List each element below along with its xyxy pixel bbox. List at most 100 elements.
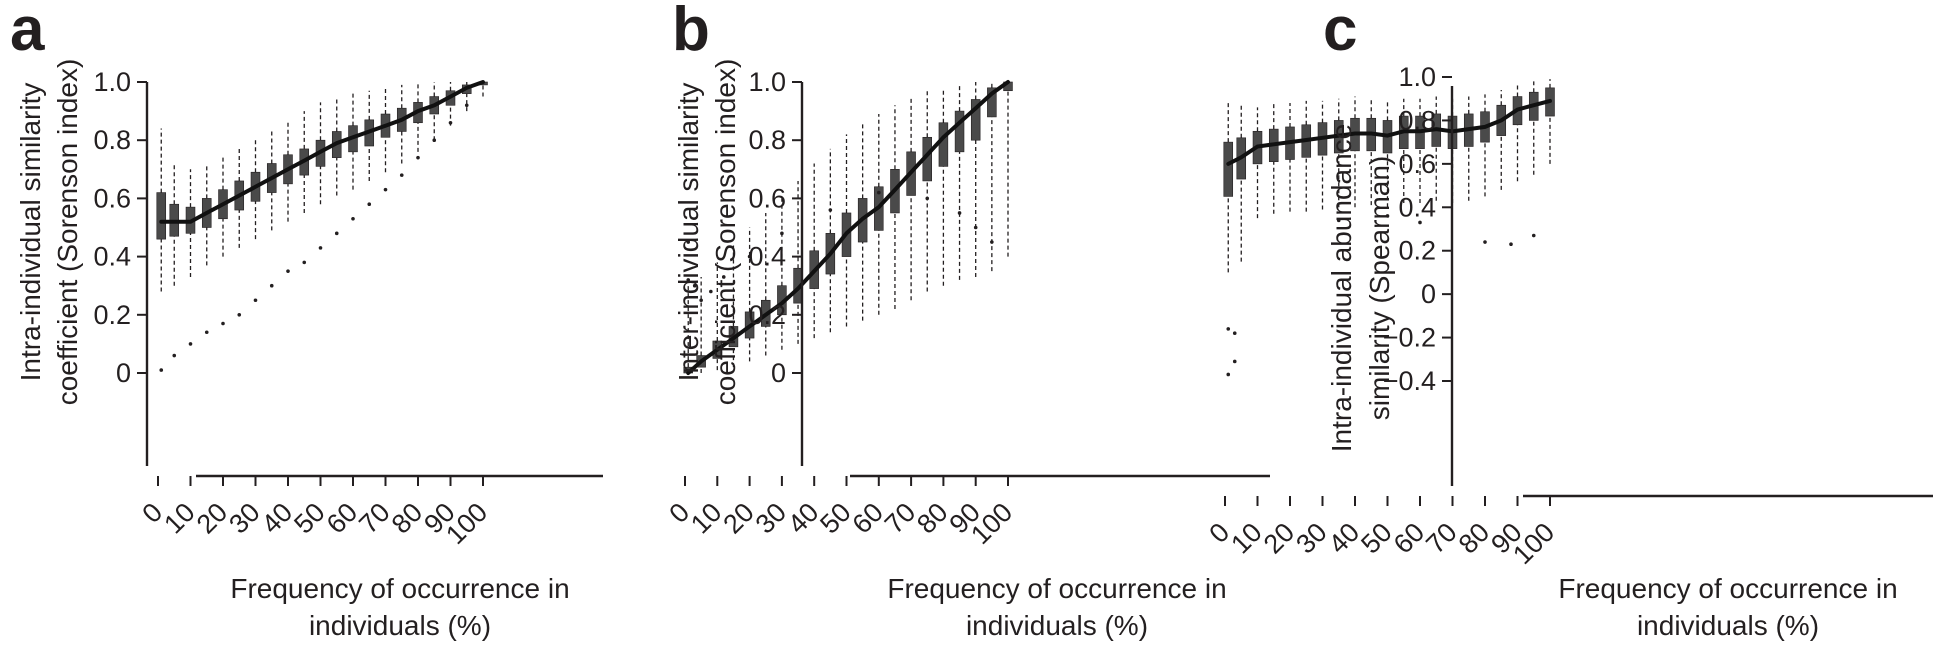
median-line-c bbox=[1226, 98, 1552, 166]
y-tick-label-a-0: 0 bbox=[116, 358, 131, 388]
y-axis-label-c-line-2: similarity (Spearman) bbox=[1364, 156, 1395, 421]
panel-b: b 0 0.2 0.4 0.6 0.8 1.0 010203040506070809010… bbox=[663, 0, 1270, 641]
x-axis-label-a-line-2: individuals (%) bbox=[309, 610, 491, 641]
median-line-b bbox=[686, 80, 1010, 375]
panel-letter-c: c bbox=[1323, 0, 1357, 64]
outlier-b-13 bbox=[990, 240, 994, 244]
x-axis-label-a-line-1: Frequency of occurrence in bbox=[230, 573, 569, 604]
y-tick-label-b-1: 0.2 bbox=[748, 300, 786, 330]
y-tick-label-b-2: 0.4 bbox=[748, 242, 786, 272]
box-c-0 bbox=[1223, 141, 1234, 197]
outlier-b-8 bbox=[828, 208, 833, 212]
outlier-a-9 bbox=[302, 260, 307, 265]
x-tick-label-a-10: 100 bbox=[440, 497, 493, 550]
outlier-c-4 bbox=[1336, 218, 1341, 223]
y-tick-label-b-0: 0 bbox=[771, 358, 786, 388]
box-b-16 bbox=[938, 122, 949, 167]
outlier-a-7 bbox=[269, 283, 274, 288]
outlier-b-6 bbox=[747, 254, 752, 259]
plot-area-a bbox=[156, 80, 488, 372]
outlier-b-11 bbox=[957, 211, 962, 215]
outlier-b-4 bbox=[709, 289, 713, 294]
outlier-a-12 bbox=[351, 216, 355, 221]
outlier-b-5 bbox=[721, 275, 726, 279]
outlier-b-12 bbox=[973, 225, 978, 230]
panel-letter-b: b bbox=[672, 0, 710, 64]
outlier-b-2 bbox=[692, 283, 697, 288]
outlier-a-19 bbox=[464, 103, 469, 108]
y-tick-label-a-3: 0.6 bbox=[93, 183, 131, 213]
outlier-b-0 bbox=[686, 240, 691, 244]
x-axis-label-c-line-1: Frequency of occurrence in bbox=[1558, 573, 1897, 604]
y-tick-label-a-1: 0.2 bbox=[93, 300, 131, 330]
y-tick-label-c-4: 0.4 bbox=[1398, 192, 1436, 222]
outlier-b-7 bbox=[780, 231, 784, 236]
outlier-a-3 bbox=[204, 330, 209, 335]
y-tick-label-b-4: 0.8 bbox=[748, 125, 786, 155]
y-tick-label-c-6: 0.8 bbox=[1398, 105, 1436, 135]
y-tick-label-c-5: 0.6 bbox=[1398, 149, 1436, 179]
outlier-a-13 bbox=[367, 202, 372, 207]
outlier-c-1 bbox=[1226, 327, 1231, 331]
outlier-b-9 bbox=[877, 190, 881, 195]
x-axis-label-b-line-2: individuals (%) bbox=[966, 610, 1148, 641]
outlier-a-0 bbox=[159, 368, 164, 372]
y-tick-label-c-0: −0.4 bbox=[1383, 366, 1436, 396]
outlier-c-2 bbox=[1232, 331, 1237, 336]
outlier-a-8 bbox=[286, 269, 290, 273]
outlier-a-4 bbox=[221, 321, 225, 326]
outlier-a-6 bbox=[253, 298, 258, 303]
y-tick-label-c-1: −0.2 bbox=[1383, 323, 1436, 353]
outlier-a-16 bbox=[416, 155, 420, 160]
median-line-a bbox=[159, 80, 485, 224]
y-tick-label-b-3: 0.6 bbox=[748, 183, 786, 213]
y-tick-label-c-3: 0.2 bbox=[1398, 236, 1436, 266]
y-axis-label-c-line-1: Intra-individual abundance bbox=[1326, 124, 1357, 452]
outlier-c-0 bbox=[1226, 372, 1231, 377]
outlier-a-2 bbox=[188, 342, 193, 346]
y-tick-label-a-5: 1.0 bbox=[93, 67, 131, 97]
outlier-c-3 bbox=[1232, 359, 1237, 364]
y-tick-label-a-2: 0.4 bbox=[93, 242, 131, 272]
y-axis-label-a-line-1: Intra-individual similarity bbox=[15, 83, 46, 382]
box-b-19 bbox=[987, 87, 997, 118]
outlier-c-5 bbox=[1385, 214, 1390, 218]
box-b-17 bbox=[954, 110, 965, 153]
outlier-a-17 bbox=[432, 138, 437, 142]
outlier-a-10 bbox=[318, 246, 323, 250]
y-tick-label-c-2: 0 bbox=[1421, 279, 1436, 309]
outlier-c-9 bbox=[1531, 233, 1536, 238]
y-tick-label-a-4: 0.8 bbox=[93, 125, 131, 155]
box-a-0 bbox=[156, 192, 167, 240]
outlier-b-10 bbox=[925, 196, 930, 201]
y-tick-label-c-7: 1.0 bbox=[1398, 62, 1436, 92]
panel-letter-a: a bbox=[10, 0, 45, 64]
plot-area-b bbox=[683, 80, 1013, 375]
outlier-c-7 bbox=[1483, 240, 1487, 244]
x-axis-label-c-line-2: individuals (%) bbox=[1637, 610, 1819, 641]
outlier-a-18 bbox=[448, 120, 453, 125]
outlier-a-11 bbox=[334, 231, 339, 236]
x-tick-label-c-10: 100 bbox=[1507, 517, 1560, 570]
y-ticks-b: 0 0.2 0.4 0.6 0.8 1.0 bbox=[748, 67, 802, 388]
outlier-a-5 bbox=[237, 313, 242, 317]
x-tick-label-b-10: 100 bbox=[965, 497, 1018, 550]
panel-c: c −0.4 −0.2 0 0.2 0.4 0.6 0.8 1.0 0102030405060… bbox=[1203, 0, 1933, 641]
x-axis-label-b-line-1: Frequency of occurrence in bbox=[887, 573, 1226, 604]
box-b-18 bbox=[970, 99, 981, 141]
outlier-b-3 bbox=[699, 298, 703, 303]
outlier-c-6 bbox=[1418, 220, 1422, 225]
y-ticks-a: 0 0.2 0.4 0.6 0.8 1.0 bbox=[93, 67, 147, 388]
outlier-a-15 bbox=[399, 173, 404, 177]
outlier-b-1 bbox=[686, 278, 691, 282]
y-axis-label-b-line-2: coefficient (Sorenson index) bbox=[710, 59, 741, 406]
outlier-a-1 bbox=[172, 353, 177, 358]
y-ticks-c: −0.4 −0.2 0 0.2 0.4 0.6 0.8 1.0 bbox=[1383, 62, 1452, 396]
y-axis-label-b-line-1: Inter-individual similarity bbox=[673, 83, 704, 382]
outlier-a-14 bbox=[383, 187, 388, 192]
outlier-c-8 bbox=[1509, 242, 1513, 246]
